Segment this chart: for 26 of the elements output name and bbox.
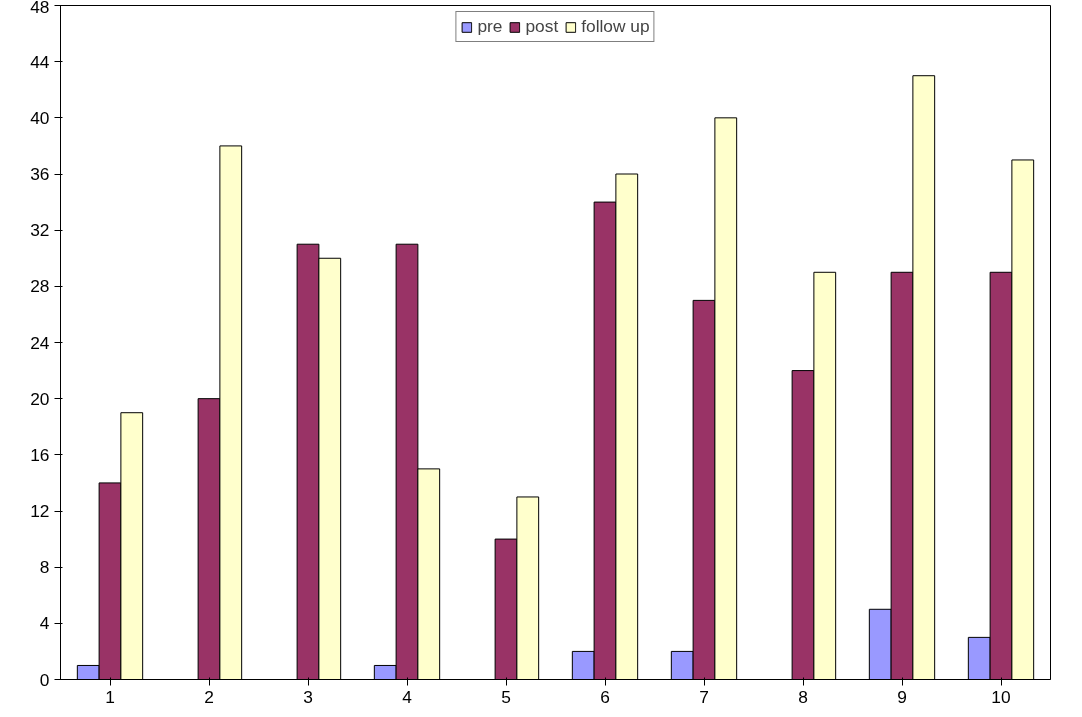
x-tick-label: 5 (501, 686, 511, 707)
y-tick-label: 16 (30, 444, 50, 465)
y-tick-label: 4 (39, 613, 50, 634)
y-tick-label: 0 (39, 669, 50, 690)
y-tick-label: 28 (30, 276, 50, 297)
x-tick-label: 2 (204, 686, 214, 707)
legend-label: pre (477, 16, 503, 37)
x-tick-label: 8 (798, 686, 808, 707)
x-tick-label: 4 (402, 686, 413, 707)
x-tick-label: 10 (991, 686, 1011, 707)
y-tick-label: 32 (30, 220, 50, 241)
x-tick-label: 1 (105, 686, 115, 707)
y-tick-label: 40 (30, 107, 50, 128)
x-tick-label: 3 (303, 686, 313, 707)
y-tick-label: 12 (30, 501, 50, 521)
y-tick-label: 20 (30, 388, 50, 409)
y-tick-label: 48 (30, 0, 50, 17)
x-tick-label: 6 (600, 686, 610, 707)
x-tick-label: 7 (699, 686, 709, 707)
y-tick-label: 36 (30, 164, 50, 184)
x-tick-label: 9 (897, 686, 907, 707)
y-tick-label: 44 (30, 51, 50, 72)
y-tick-label: 24 (30, 332, 50, 353)
legend-label: post (525, 16, 559, 37)
legend-label: follow up (581, 16, 650, 37)
y-tick-label: 8 (39, 557, 50, 578)
